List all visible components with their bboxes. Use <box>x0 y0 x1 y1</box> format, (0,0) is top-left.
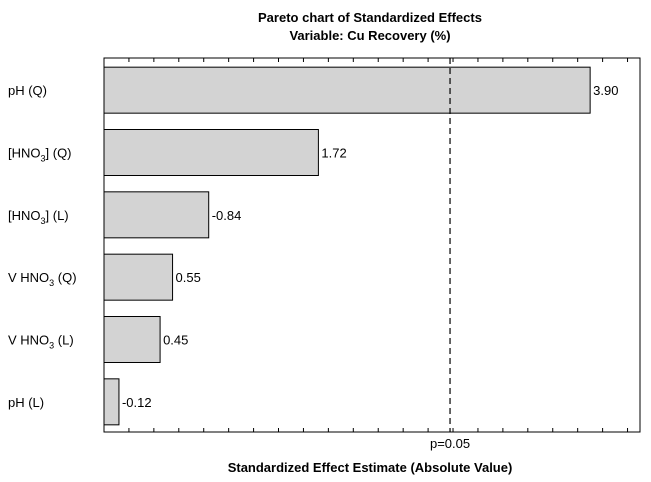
plot-frame <box>103 57 641 433</box>
data-label: 0.55 <box>176 270 201 285</box>
bar <box>103 129 319 176</box>
x-axis-label: Standardized Effect Estimate (Absolute V… <box>228 460 513 475</box>
category-label: V HNO3 (L) <box>8 333 74 351</box>
bar <box>103 253 174 301</box>
bar <box>103 66 591 114</box>
chart-title: Pareto chart of Standardized Effects <box>258 10 482 25</box>
data-label: 1.72 <box>321 146 346 161</box>
data-label: -0.84 <box>212 208 242 223</box>
category-label: pH (L) <box>8 395 44 410</box>
reference-line-label: p=0.05 <box>430 436 470 451</box>
bar <box>103 378 120 426</box>
bar <box>103 191 210 239</box>
data-label: 3.90 <box>593 83 618 98</box>
chart-subtitle: Variable: Cu Recovery (%) <box>289 28 450 43</box>
category-label: [HNO3] (Q) <box>8 146 72 164</box>
category-label: V HNO3 (Q) <box>8 270 77 288</box>
bar <box>103 316 161 363</box>
category-label: [HNO3] (L) <box>8 208 69 226</box>
bars-layer: 3.90 pH (Q) 1.72 [HNO3] (Q) -0.84 [HNO3] (L) 0… <box>8 58 629 451</box>
data-label: 0.45 <box>163 333 188 348</box>
category-label: pH (Q) <box>8 83 47 98</box>
data-label: -0.12 <box>122 395 152 410</box>
